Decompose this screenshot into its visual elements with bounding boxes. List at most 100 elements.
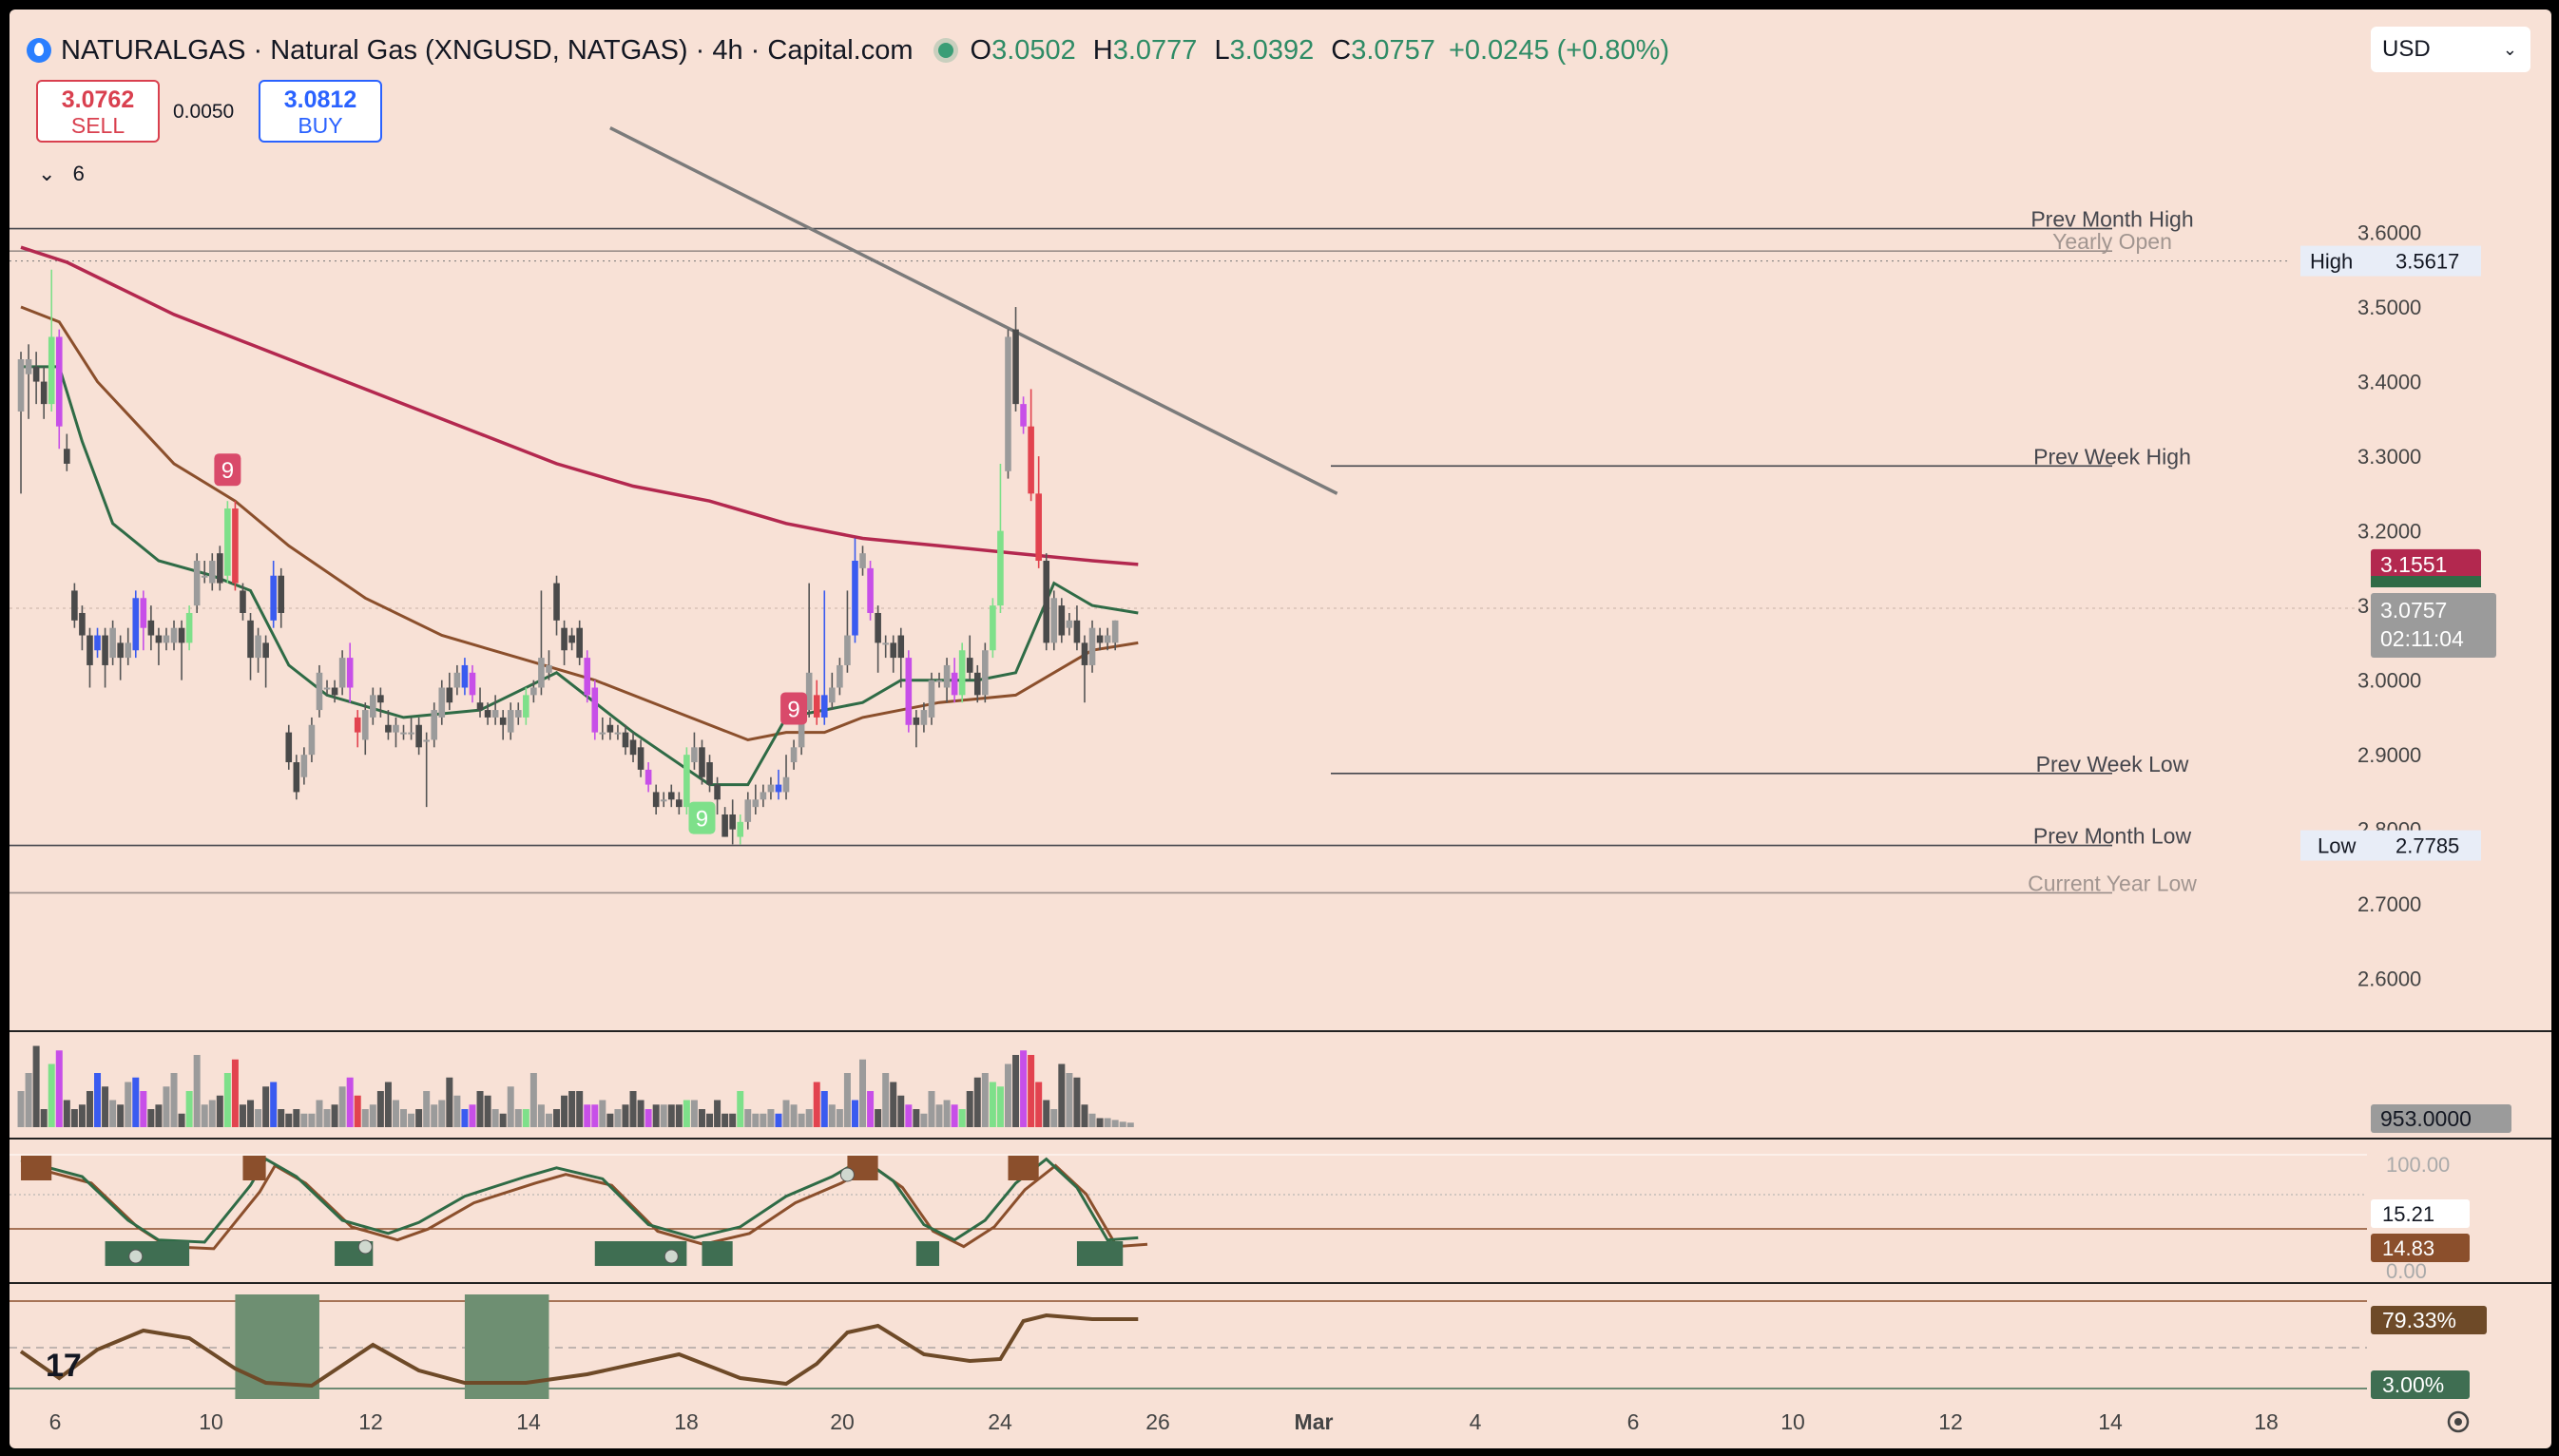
volume-bar — [170, 1073, 178, 1127]
indicator-collapse-toggle[interactable]: ⌄ 6 — [38, 162, 85, 186]
volume-bar — [775, 1113, 782, 1127]
sell-label: SELL — [70, 113, 125, 138]
volume-bar — [155, 1104, 163, 1127]
volume-bar — [70, 1109, 78, 1127]
overbought-zone — [242, 1156, 266, 1180]
volume-bar — [782, 1100, 790, 1127]
candle-body — [48, 336, 55, 405]
volume-bar — [193, 1055, 201, 1127]
price-tick-label: 3.4000 — [2357, 371, 2421, 394]
volume-bar — [400, 1109, 408, 1127]
percent-line — [19, 1312, 1139, 1389]
volume-bar — [905, 1104, 913, 1127]
volume-bar — [767, 1109, 775, 1127]
sell-price: 3.0762 — [61, 86, 135, 113]
volume-bar — [255, 1109, 262, 1127]
volume-bar — [529, 1073, 537, 1127]
candle-body — [361, 710, 369, 740]
volume-bar — [514, 1109, 522, 1127]
candle-body — [645, 769, 652, 785]
volume-bar — [125, 1082, 132, 1127]
volume-bar — [920, 1113, 928, 1127]
volume-bar — [55, 1050, 63, 1127]
volume-bar — [1104, 1118, 1111, 1127]
low-value: 3.0392 — [1229, 34, 1315, 66]
volume-bar — [667, 1104, 675, 1127]
candle-body — [782, 776, 790, 793]
volume-bar — [652, 1104, 660, 1127]
candle-body — [185, 612, 193, 643]
cross-dot — [128, 1249, 144, 1264]
price-tick-label: 2.7000 — [2357, 892, 2421, 916]
candle-body — [393, 724, 399, 733]
candle-body — [1104, 635, 1111, 643]
candle-body — [805, 672, 813, 711]
candle-body — [1058, 605, 1066, 636]
volume-bar — [431, 1104, 438, 1127]
chart-area[interactable]: Prev Month High Yearly Open Prev Week High… — [10, 10, 2551, 1448]
volume-bar — [507, 1086, 514, 1127]
volume-bar — [606, 1113, 614, 1127]
volume-bar — [32, 1045, 40, 1127]
settings-gear-center — [2454, 1418, 2462, 1426]
volume-bar — [1073, 1077, 1081, 1127]
symbol-title[interactable]: NATURALGAS · Natural Gas (XNGUSD, NATGAS… — [61, 34, 914, 66]
candle-body — [691, 747, 698, 763]
squeeze-zone — [235, 1294, 319, 1399]
volume-bar — [1020, 1050, 1028, 1127]
volume-bar — [491, 1109, 499, 1127]
candle-body — [423, 739, 430, 742]
volume-bar — [752, 1113, 760, 1127]
candle-body — [767, 784, 775, 793]
candle-body — [208, 561, 216, 584]
candle-body — [990, 605, 996, 651]
time-tick-label: 26 — [1145, 1409, 1170, 1434]
candle-body — [232, 508, 239, 584]
volume-bar — [729, 1113, 737, 1127]
candle-body — [1028, 426, 1034, 494]
volume-bar — [140, 1091, 147, 1127]
candle-body — [897, 635, 905, 659]
buy-button[interactable]: 3.0812 BUY — [259, 80, 382, 143]
open-value: 3.0502 — [991, 34, 1076, 66]
last-price-badge — [2371, 593, 2496, 658]
candle-body — [102, 635, 108, 665]
candle-body — [431, 710, 438, 740]
volume-bar — [690, 1100, 698, 1127]
candle-body — [584, 658, 591, 696]
low-badge-label: Low — [2318, 834, 2356, 858]
candle-body — [316, 672, 323, 711]
sell-button[interactable]: 3.0762 SELL — [36, 80, 160, 143]
time-tick-label: 18 — [674, 1409, 699, 1434]
candle-body — [484, 710, 491, 718]
candle-body — [714, 784, 721, 800]
time-tick-label: 10 — [199, 1409, 223, 1434]
volume-bar — [369, 1104, 376, 1127]
volume-bar — [958, 1109, 966, 1127]
candle-body — [928, 680, 935, 718]
candle-body — [193, 561, 201, 606]
price-tick-label: 2.6000 — [2357, 967, 2421, 991]
candle-body — [614, 732, 622, 735]
candle-body — [400, 732, 407, 735]
volume-badge — [2371, 1104, 2511, 1133]
candle-body — [982, 650, 989, 696]
candle-body — [943, 664, 951, 688]
volume-bar — [270, 1082, 278, 1127]
candle-body — [125, 642, 132, 659]
volume-bar — [561, 1095, 568, 1127]
volume-bar — [461, 1109, 469, 1127]
currency-select[interactable]: USD ⌄ — [2371, 27, 2530, 72]
sequential-marker — [688, 801, 716, 834]
symbol-header: NATURALGAS · Natural Gas (XNGUSD, NATGAS… — [27, 27, 1669, 74]
candle-body — [147, 620, 155, 636]
sequential-markers: 9 9 9 — [214, 453, 808, 834]
volume-bar — [1126, 1122, 1134, 1127]
volume-bar — [996, 1086, 1004, 1127]
candle-body — [308, 724, 316, 756]
oversold-zone — [1076, 1241, 1124, 1266]
ema-price-badge — [2371, 548, 2481, 580]
candle-body — [55, 336, 63, 427]
